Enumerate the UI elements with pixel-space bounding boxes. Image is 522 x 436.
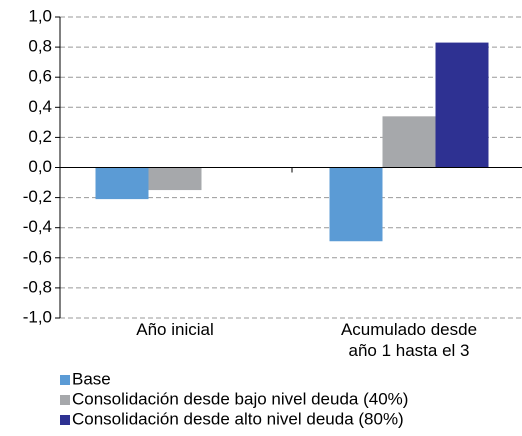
legend-label: Consolidación desde bajo nivel deuda (40… — [72, 389, 408, 408]
y-tick-label: -0,6 — [23, 247, 52, 266]
y-tick-label: -0,8 — [23, 277, 52, 296]
bar — [329, 167, 383, 242]
bar — [95, 167, 149, 200]
bar — [148, 167, 202, 191]
bar — [382, 116, 436, 168]
legend-swatch — [60, 415, 70, 425]
y-tick-label: -0,2 — [23, 187, 52, 206]
y-tick-label: 0,2 — [28, 127, 52, 146]
y-tick-label: -0,4 — [23, 217, 52, 236]
y-tick-label: 1,0 — [28, 6, 52, 25]
y-tick-label: 0,8 — [28, 37, 52, 56]
x-tick-label: Año inicial — [136, 320, 214, 339]
legend-swatch — [60, 395, 70, 405]
legend-label: Consolidación desde alto nivel deuda (80… — [72, 409, 404, 428]
legend-label: Base — [72, 369, 111, 388]
x-tick-label: Acumulado desde año 1 hasta el 3 — [340, 320, 478, 360]
y-tick-label: -1,0 — [23, 307, 52, 326]
y-tick-label: 0,4 — [28, 97, 52, 116]
y-tick-label: 0,0 — [28, 157, 52, 176]
legend-swatch — [60, 375, 70, 385]
y-tick-label: 0,6 — [28, 67, 52, 86]
bar — [435, 42, 489, 168]
